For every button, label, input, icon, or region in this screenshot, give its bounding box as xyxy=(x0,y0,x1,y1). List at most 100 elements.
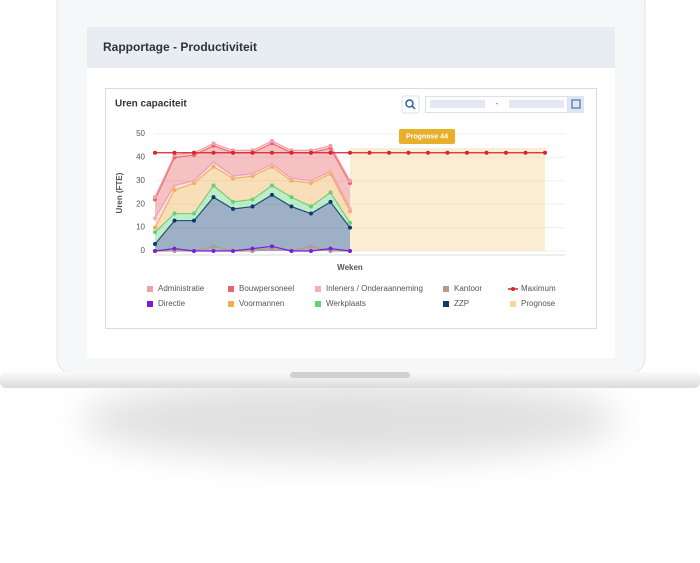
point xyxy=(270,139,274,144)
area xyxy=(155,143,350,219)
point xyxy=(172,188,177,193)
point xyxy=(192,150,196,155)
point xyxy=(231,199,235,204)
point xyxy=(250,171,255,176)
legend-label: Directie xyxy=(158,299,186,308)
point xyxy=(172,246,177,251)
y-axis-label: Uren (FTE) xyxy=(115,172,124,213)
point xyxy=(192,178,196,183)
point xyxy=(192,249,196,253)
point xyxy=(231,150,235,155)
legend-label: Administratie xyxy=(158,284,205,293)
y-tick-label: 10 xyxy=(136,223,145,232)
legend-swatch xyxy=(443,301,449,307)
point xyxy=(348,206,352,211)
point xyxy=(211,195,216,200)
point xyxy=(270,192,274,197)
legend-label: Prognose xyxy=(521,299,556,308)
legend-swatch xyxy=(511,287,515,291)
point xyxy=(309,204,313,209)
point xyxy=(211,160,216,165)
header-bar xyxy=(87,27,615,68)
zoom-icon xyxy=(411,105,416,110)
point xyxy=(211,164,216,169)
point xyxy=(406,150,411,155)
point xyxy=(172,183,177,188)
legend-label: Maximum xyxy=(521,284,556,293)
point xyxy=(211,150,216,155)
point xyxy=(250,246,255,251)
point xyxy=(231,249,235,253)
x-axis-label: Weken xyxy=(337,263,363,272)
point xyxy=(270,150,274,155)
point xyxy=(231,174,235,179)
laptop-base xyxy=(0,372,700,388)
point xyxy=(153,150,157,155)
shadow xyxy=(80,380,620,460)
point xyxy=(289,195,294,200)
card-title: Uren capaciteit xyxy=(115,99,187,110)
legend-label: Voormannen xyxy=(239,299,284,308)
point xyxy=(465,150,469,155)
zoom-icon xyxy=(405,99,414,108)
legend-swatch xyxy=(228,286,234,292)
point xyxy=(172,211,177,216)
point xyxy=(250,197,255,202)
point xyxy=(504,150,508,155)
point xyxy=(348,150,352,155)
point xyxy=(289,150,294,155)
point xyxy=(172,150,177,155)
point xyxy=(153,241,157,246)
legend-label: Bouwpersoneel xyxy=(239,284,294,293)
point xyxy=(153,230,157,235)
point xyxy=(348,225,352,230)
area xyxy=(350,148,545,251)
point xyxy=(309,211,313,216)
point xyxy=(348,178,352,183)
legend-swatch xyxy=(315,286,321,292)
point xyxy=(153,225,157,230)
page-title: Rapportage - Productiviteit xyxy=(103,40,257,54)
point xyxy=(153,249,157,253)
point xyxy=(523,150,528,155)
legend-label: Werkplaats xyxy=(326,299,366,308)
calendar-button[interactable] xyxy=(568,96,584,113)
point xyxy=(172,218,177,223)
point xyxy=(309,249,313,253)
point xyxy=(289,249,294,253)
zoom-button[interactable] xyxy=(401,95,420,114)
point xyxy=(348,220,352,225)
point xyxy=(445,150,450,155)
point xyxy=(192,218,196,223)
legend-label: Inleners / Onderaanneming xyxy=(326,284,423,293)
legend-swatch xyxy=(147,286,153,292)
point xyxy=(153,216,157,221)
date-separator: - xyxy=(496,99,499,108)
tooltip xyxy=(399,129,455,144)
point xyxy=(250,150,255,155)
point xyxy=(309,178,313,183)
point xyxy=(211,183,216,188)
legend-label: Kantoor xyxy=(454,284,482,293)
point xyxy=(348,249,352,253)
point xyxy=(309,150,313,155)
legend-swatch xyxy=(147,301,153,307)
point xyxy=(328,246,333,251)
point xyxy=(426,150,430,155)
point xyxy=(484,150,489,155)
point xyxy=(328,150,333,155)
notch xyxy=(290,372,410,378)
legend-swatch xyxy=(443,286,449,292)
legend-swatch xyxy=(510,301,516,307)
point xyxy=(250,204,255,209)
point xyxy=(270,244,274,249)
point xyxy=(192,211,196,216)
y-tick-label: 40 xyxy=(136,153,145,162)
y-tick-label: 0 xyxy=(141,246,146,255)
point xyxy=(289,204,294,209)
legend-swatch xyxy=(228,301,234,307)
calendar-icon xyxy=(571,99,581,109)
plot: 0 10 20 30 40 50 Prognose 44 Administratie Bouwp… xyxy=(136,129,565,308)
